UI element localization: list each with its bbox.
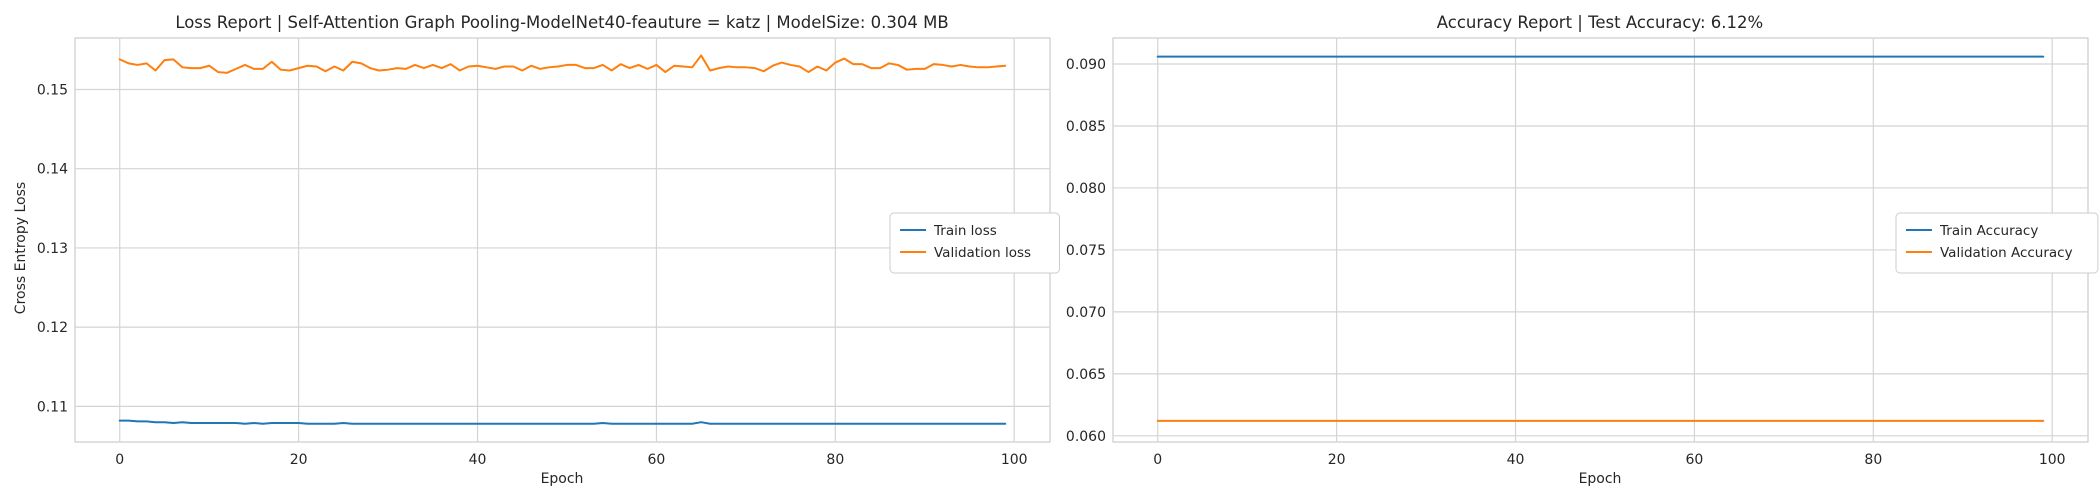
loss-plot-frame bbox=[74, 37, 1051, 443]
accuracy-y-tick-label: 0.085 bbox=[1066, 119, 1106, 135]
accuracy-legend-box bbox=[1895, 212, 2099, 274]
loss-tick-labels: 0 20 40 60 80 100 0.11 0.12 0.13 0.14 0.15 bbox=[37, 82, 1028, 468]
loss-chart-title: Loss Report | Self-Attention Graph Pooli… bbox=[175, 13, 948, 32]
accuracy-x-tick-label: 40 bbox=[1507, 452, 1525, 468]
accuracy-y-tick-label: 0.075 bbox=[1066, 243, 1106, 259]
loss-legend: Train loss Validation loss bbox=[889, 212, 1060, 274]
loss-series-validation-line bbox=[118, 54, 1007, 74]
accuracy-y-tick-label: 0.060 bbox=[1066, 429, 1106, 445]
accuracy-chart-title: Accuracy Report | Test Accuracy: 6.12% bbox=[1437, 13, 1763, 32]
accuracy-x-axis-label: Epoch bbox=[1579, 471, 1622, 487]
accuracy-y-tick-label: 0.065 bbox=[1066, 367, 1106, 383]
loss-y-tick-label: 0.15 bbox=[37, 82, 68, 98]
accuracy-series-layer bbox=[1156, 55, 2045, 422]
accuracy-x-tick-label: 0 bbox=[1153, 452, 1162, 468]
loss-series-train-line bbox=[118, 419, 1007, 425]
loss-x-tick-label: 60 bbox=[648, 452, 666, 468]
accuracy-x-tick-label: 100 bbox=[2039, 452, 2066, 468]
loss-x-tick-label: 40 bbox=[469, 452, 487, 468]
accuracy-y-tick-label: 0.070 bbox=[1066, 305, 1106, 321]
loss-x-tick-label: 0 bbox=[115, 452, 124, 468]
accuracy-legend-label: Validation Accuracy bbox=[1940, 245, 2073, 261]
loss-legend-box bbox=[889, 212, 1060, 274]
loss-x-tick-label: 100 bbox=[1001, 452, 1028, 468]
accuracy-x-tick-label: 20 bbox=[1328, 452, 1346, 468]
loss-plot-area bbox=[74, 37, 1051, 443]
loss-y-tick-label: 0.13 bbox=[37, 241, 68, 257]
loss-y-tick-label: 0.11 bbox=[37, 399, 68, 415]
loss-y-tick-label: 0.14 bbox=[37, 162, 68, 178]
loss-legend-label: Validation loss bbox=[934, 245, 1031, 261]
loss-x-tick-label: 80 bbox=[826, 452, 844, 468]
loss-x-tick-label: 20 bbox=[290, 452, 308, 468]
loss-legend-label: Train loss bbox=[933, 223, 997, 239]
accuracy-chart: 0 20 40 60 80 100 0.060 0.065 0.070 0.075 0.080 0.0… bbox=[1066, 13, 2099, 487]
accuracy-legend: Train Accuracy Validation Accuracy bbox=[1895, 212, 2099, 274]
accuracy-legend-label: Train Accuracy bbox=[1939, 223, 2038, 239]
accuracy-x-tick-label: 80 bbox=[1864, 452, 1882, 468]
loss-series-layer bbox=[118, 54, 1007, 425]
accuracy-y-tick-label: 0.080 bbox=[1066, 181, 1106, 197]
loss-chart: 0 20 40 60 80 100 0.11 0.12 0.13 0.14 0.15 Loss Re… bbox=[13, 13, 1060, 487]
loss-y-axis-label: Cross Entropy Loss bbox=[13, 182, 29, 314]
accuracy-tick-labels: 0 20 40 60 80 100 0.060 0.065 0.070 0.075 0.080 0.0… bbox=[1066, 57, 2066, 468]
loss-x-axis-label: Epoch bbox=[541, 471, 584, 487]
accuracy-x-tick-label: 60 bbox=[1686, 452, 1704, 468]
loss-y-tick-label: 0.12 bbox=[37, 320, 68, 336]
accuracy-y-tick-label: 0.090 bbox=[1066, 57, 1106, 73]
